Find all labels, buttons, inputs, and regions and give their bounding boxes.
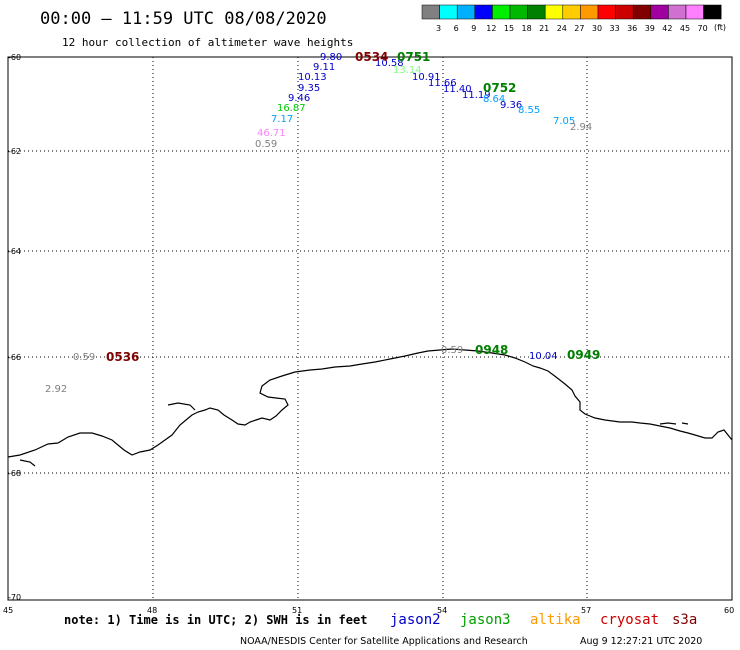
legend-label: 39 bbox=[645, 24, 655, 33]
swh-value: 9.80 bbox=[320, 52, 342, 63]
map-frame bbox=[7, 56, 733, 601]
color-legend: 3 6 9 12 15 18 21 24 27 30 33 36 39 42 45 70 bbox=[421, 4, 722, 33]
swh-value: 7.05 bbox=[553, 116, 575, 127]
swh-value: 10.13 bbox=[298, 72, 327, 83]
legend-swatch bbox=[668, 4, 687, 20]
legend-swatch bbox=[456, 4, 476, 20]
legend-label: 30 bbox=[592, 24, 602, 33]
pass-time: 0949 bbox=[567, 348, 600, 362]
satellite-altika: altika bbox=[530, 612, 581, 628]
legend-label: 45 bbox=[680, 24, 690, 33]
swh-value: 2.94 bbox=[570, 122, 592, 133]
legend-label: 36 bbox=[627, 24, 637, 33]
swh-value: 11.19 bbox=[462, 90, 491, 101]
swh-value: 10.91 bbox=[412, 72, 441, 83]
legend-label: 9 bbox=[471, 24, 476, 33]
ice-shelf-fragment bbox=[167, 402, 196, 411]
lat-tick-label: -62 bbox=[8, 147, 21, 156]
swh-value: 13.14 bbox=[393, 65, 422, 76]
lon-tick-label: 54 bbox=[437, 606, 447, 615]
satellite-s3a: s3a bbox=[672, 612, 697, 628]
pass-time: 0948 bbox=[475, 343, 508, 357]
lat-tick-label: -70 bbox=[8, 593, 21, 602]
satellite-jason3: jason3 bbox=[460, 612, 511, 628]
legend-swatch bbox=[632, 4, 652, 20]
legend-label: 15 bbox=[504, 24, 514, 33]
satellite-jason2: jason2 bbox=[390, 612, 441, 628]
graticule bbox=[8, 57, 732, 600]
legend-swatch bbox=[703, 4, 722, 20]
legend-swatch bbox=[439, 4, 458, 20]
coastline-main bbox=[7, 348, 733, 458]
swh-value: 9.46 bbox=[288, 93, 310, 104]
legend-swatch bbox=[527, 4, 546, 20]
coastline bbox=[7, 348, 733, 467]
pass-time: 0536 bbox=[106, 350, 139, 364]
swh-value: 11.40 bbox=[443, 84, 472, 95]
swh-value: 10.58 bbox=[375, 58, 404, 69]
lat-tick-label: -66 bbox=[8, 353, 21, 362]
swh-value: 8.64 bbox=[483, 94, 505, 105]
legend-swatch bbox=[474, 4, 493, 20]
legend-label: 18 bbox=[522, 24, 532, 33]
lon-tick-label: 60 bbox=[724, 606, 734, 615]
swh-value: 46.71 bbox=[257, 128, 286, 139]
swh-value: 11.66 bbox=[428, 78, 457, 89]
lat-tick-label: -60 bbox=[8, 53, 21, 62]
page-title: 00:00 – 11:59 UTC 08/08/2020 bbox=[40, 9, 327, 29]
footer-note: note: 1) Time is in UTC; 2) SWH is in fe… bbox=[64, 613, 367, 627]
wave-height-labels: 9.80 9.11 10.13 9.35 9.46 16.87 7.17 46.… bbox=[45, 52, 592, 395]
pass-time: 0534 bbox=[355, 50, 388, 64]
legend-label: 27 bbox=[574, 24, 584, 33]
satellite-cryosat: cryosat bbox=[600, 612, 659, 628]
pass-time: 0752 bbox=[483, 81, 516, 95]
legend-label: 70 bbox=[698, 24, 708, 33]
swh-value: 10.04 bbox=[529, 351, 558, 362]
page-subtitle: 12 hour collection of altimeter wave hei… bbox=[62, 36, 353, 49]
credit-line: NOAA/NESDIS Center for Satellite Applica… bbox=[240, 636, 528, 647]
swh-value: 9.35 bbox=[298, 83, 320, 94]
legend-label: 3 bbox=[436, 24, 441, 33]
lon-tick-label: 48 bbox=[147, 606, 157, 615]
lon-tick-label: 45 bbox=[3, 606, 13, 615]
lat-tick-label: -64 bbox=[8, 247, 21, 256]
ice-shelf-fragment bbox=[659, 422, 689, 425]
swh-value: 2.92 bbox=[45, 384, 67, 395]
generated-timestamp: Aug 9 12:27:21 UTC 2020 bbox=[580, 636, 702, 647]
swh-value: 9.36 bbox=[500, 100, 522, 111]
lat-tick-label: -68 bbox=[8, 469, 21, 478]
legend-label: 21 bbox=[539, 24, 549, 33]
legend-swatch bbox=[615, 4, 634, 20]
legend-label: 12 bbox=[486, 24, 496, 33]
legend-unit: (ft) bbox=[714, 23, 726, 32]
swh-value: 0.59 bbox=[255, 139, 277, 150]
lon-tick-label: 51 bbox=[292, 606, 302, 615]
swh-value: 16.87 bbox=[277, 103, 306, 114]
pass-time-labels: 0534 0751 0752 0536 0948 0949 bbox=[106, 50, 600, 364]
legend-label: 33 bbox=[610, 24, 620, 33]
swh-value: 9.11 bbox=[313, 62, 335, 73]
swh-value: 0.59 bbox=[441, 345, 463, 356]
legend-swatch bbox=[580, 4, 599, 20]
legend-label: 42 bbox=[662, 24, 672, 33]
legend-label: 24 bbox=[557, 24, 567, 33]
legend-swatch bbox=[650, 4, 669, 20]
legend-swatch bbox=[597, 4, 616, 20]
legend-swatch bbox=[509, 4, 528, 20]
swh-value: 8.55 bbox=[518, 105, 540, 116]
lon-tick-label: 57 bbox=[581, 606, 591, 615]
legend-swatch bbox=[492, 4, 511, 20]
legend-swatch bbox=[562, 4, 581, 20]
coastline-inlet bbox=[19, 459, 36, 467]
swh-value: 0.59 bbox=[73, 352, 95, 363]
legend-swatch bbox=[421, 4, 440, 20]
legend-swatch bbox=[685, 4, 704, 20]
pass-time: 0751 bbox=[397, 50, 430, 64]
swh-value: 7.17 bbox=[271, 114, 293, 125]
legend-label: 6 bbox=[454, 24, 459, 33]
legend-swatch bbox=[544, 4, 564, 20]
